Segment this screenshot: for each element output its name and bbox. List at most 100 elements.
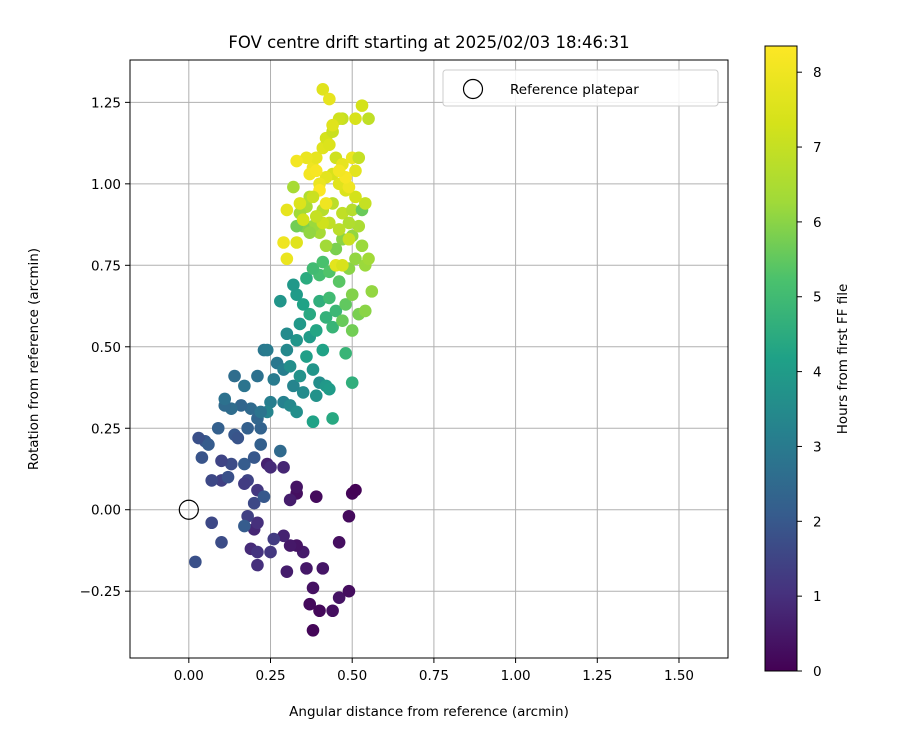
- data-point: [336, 206, 349, 220]
- data-point: [205, 474, 218, 487]
- data-point: [283, 539, 297, 552]
- data-point: [319, 311, 333, 324]
- data-point: [296, 386, 310, 399]
- data-point: [280, 565, 294, 578]
- data-point: [234, 399, 248, 412]
- colorbar-label: Hours from first FF file: [835, 284, 851, 435]
- data-point: [293, 197, 307, 210]
- data-point: [211, 421, 225, 435]
- data-point: [349, 252, 362, 266]
- data-point: [349, 190, 362, 204]
- x-tick-label: 0.25: [255, 668, 285, 684]
- data-point: [300, 151, 313, 165]
- colorbar-tick-label: 3: [813, 439, 822, 455]
- data-point: [287, 278, 300, 292]
- data-point: [218, 392, 232, 406]
- data-point: [274, 294, 287, 308]
- y-tick-label: 1.25: [91, 95, 121, 111]
- y-tick-label: 1.00: [91, 177, 121, 193]
- data-point: [313, 604, 326, 618]
- colorbar: 0 1 2 3 4 5 6 7 8 Hours from first FF file: [764, 45, 851, 680]
- data-point: [274, 444, 287, 458]
- data-point: [251, 369, 264, 383]
- y-tick-label: −0.25: [80, 584, 121, 600]
- x-axis-ticks: 0.00 0.25 0.50 0.75 1.00 1.25 1.50: [174, 658, 694, 684]
- data-point: [306, 262, 320, 275]
- y-tick-label: 0.00: [91, 503, 121, 519]
- x-tick-label: 1.00: [501, 668, 531, 684]
- legend-entry-reference-platepar: Reference platepar: [510, 82, 639, 98]
- data-point: [290, 333, 303, 347]
- data-point: [326, 604, 339, 618]
- colorbar-tick-label: 4: [813, 365, 822, 381]
- data-point: [323, 382, 336, 396]
- data-point: [342, 584, 356, 598]
- colorbar-tick-label: 6: [813, 215, 822, 231]
- data-point: [257, 490, 271, 503]
- data-point: [342, 509, 356, 523]
- data-point: [280, 203, 294, 217]
- data-point: [329, 304, 343, 318]
- colorbar-tick-label: 5: [813, 290, 822, 306]
- data-point: [309, 164, 323, 178]
- data-point: [283, 360, 297, 373]
- data-point: [215, 536, 228, 549]
- data-point: [332, 223, 346, 236]
- data-point: [362, 112, 375, 125]
- colorbar-ticks: 0 1 2 3 4 5 6 7 8: [797, 65, 822, 680]
- y-axis-ticks: −0.25 0.00 0.25 0.50 0.75 1.00 1.25: [80, 95, 130, 600]
- x-tick-label: 0.00: [174, 668, 204, 684]
- data-point: [290, 480, 303, 494]
- colorbar-tick-label: 8: [813, 65, 822, 81]
- colorbar-tick-label: 0: [813, 664, 822, 680]
- grid-lines: [130, 60, 728, 658]
- data-point: [313, 294, 326, 308]
- data-point: [251, 558, 264, 572]
- data-point: [326, 412, 339, 425]
- data-point: [280, 327, 294, 341]
- data-point: [303, 597, 317, 611]
- data-point: [316, 255, 330, 269]
- data-point: [238, 477, 251, 490]
- colorbar-gradient: [764, 45, 798, 672]
- y-axis-label: Rotation from reference (arcmin): [26, 248, 42, 470]
- data-point: [280, 343, 294, 357]
- data-point: [323, 92, 336, 106]
- data-point: [339, 298, 352, 311]
- colorbar-tick-label: 1: [813, 589, 822, 605]
- data-point: [349, 112, 362, 125]
- data-point: [241, 509, 254, 523]
- data-point: [332, 275, 346, 288]
- data-point: [306, 415, 320, 429]
- data-point: [332, 164, 346, 178]
- chart-title: FOV centre drift starting at 2025/02/03 …: [228, 33, 629, 52]
- data-point: [352, 151, 366, 165]
- data-point: [195, 451, 209, 464]
- data-point: [362, 252, 375, 266]
- data-point: [323, 291, 336, 305]
- x-axis-label: Angular distance from reference (arcmin): [289, 704, 569, 720]
- data-point: [254, 438, 268, 451]
- data-point: [264, 545, 277, 559]
- data-point: [345, 324, 359, 337]
- data-point: [306, 581, 320, 595]
- data-point: [241, 421, 254, 435]
- data-point: [342, 232, 356, 246]
- data-point: [244, 402, 258, 415]
- data-point: [277, 461, 290, 474]
- data-point: [309, 324, 323, 337]
- data-point: [326, 118, 339, 132]
- data-point: [228, 369, 241, 383]
- data-point: [358, 197, 372, 210]
- data-point: [205, 516, 218, 530]
- data-point: [323, 138, 336, 152]
- data-point: [306, 190, 320, 204]
- data-point: [247, 496, 261, 510]
- data-point: [345, 288, 359, 301]
- data-point: [365, 285, 379, 298]
- data-point: [238, 457, 251, 471]
- data-point: [300, 562, 313, 575]
- data-point: [309, 210, 323, 223]
- y-tick-label: 0.25: [91, 421, 121, 437]
